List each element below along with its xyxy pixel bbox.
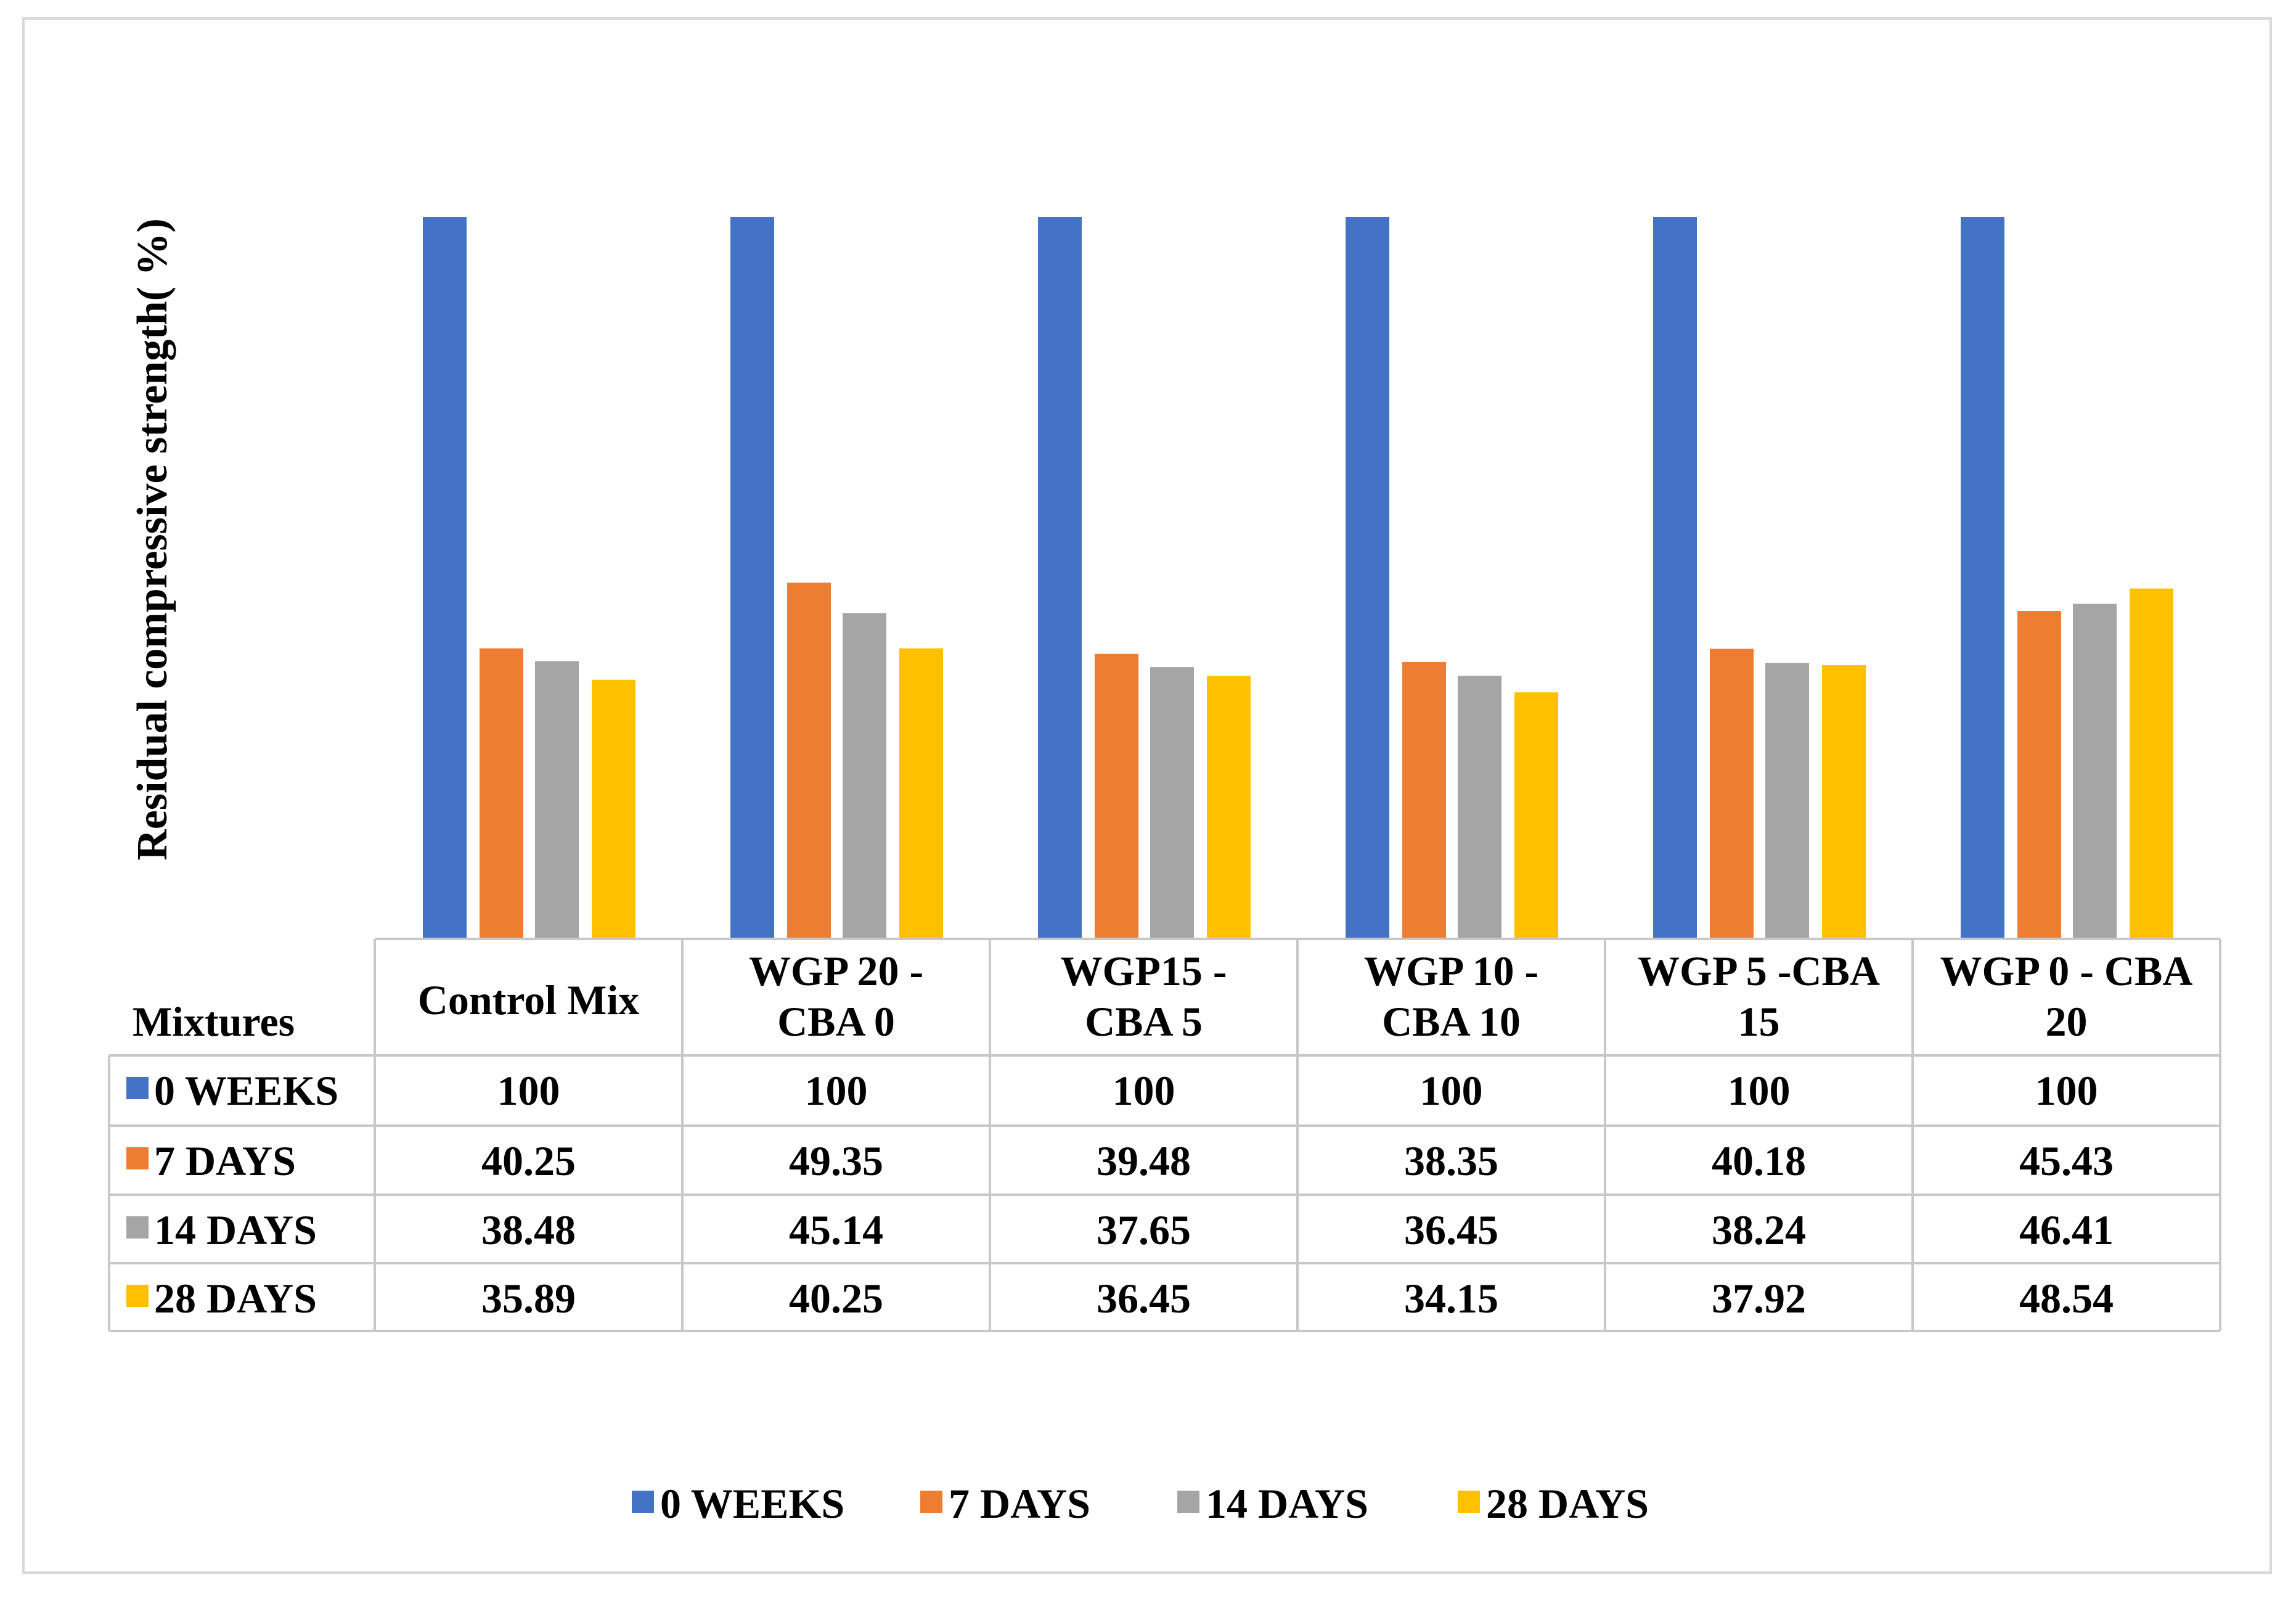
data-label: 34.15 <box>1404 1275 1498 1322</box>
bar-14-days-3 <box>1150 667 1194 939</box>
row-label: 28 DAYS <box>154 1275 317 1322</box>
category-label: 15 <box>1738 998 1780 1045</box>
category-label: CBA 5 <box>1085 998 1203 1045</box>
data-label: 45.43 <box>2019 1137 2114 1184</box>
data-label: 100 <box>1728 1067 1791 1114</box>
category-label: CBA 0 <box>777 998 895 1045</box>
data-label: 35.89 <box>481 1275 576 1322</box>
data-label: 45.14 <box>789 1206 883 1253</box>
x-axis-label: Mixtures <box>133 998 295 1045</box>
data-label: 100 <box>805 1067 868 1114</box>
bar-28-days-4 <box>1514 692 1558 939</box>
legend-label: 14 DAYS <box>1206 1480 1368 1527</box>
bar-0-weeks-1 <box>423 217 467 939</box>
category-label: CBA 10 <box>1382 998 1521 1045</box>
bar-0-weeks-2 <box>730 217 774 939</box>
category-label: WGP 20 - <box>749 948 923 994</box>
bar-28-days-3 <box>1207 676 1251 939</box>
data-label: 37.65 <box>1097 1206 1191 1253</box>
legend-label: 28 DAYS <box>1486 1480 1649 1527</box>
legend-swatch-3 <box>1177 1491 1199 1513</box>
data-label: 38.24 <box>1712 1206 1806 1253</box>
data-label: 40.25 <box>481 1137 576 1184</box>
legend: 0 WEEKS 7 DAYS 14 DAYS 28 DAYS <box>632 1480 1649 1527</box>
bar-14-days-5 <box>1765 663 1809 939</box>
category-label: Control Mix <box>418 977 640 1023</box>
row-swatch-4 <box>126 1285 149 1307</box>
chart-frame <box>22 17 2272 1574</box>
row-label: 7 DAYS <box>154 1137 296 1184</box>
data-label: 100 <box>1420 1067 1483 1114</box>
bars-layer <box>423 217 2173 939</box>
data-label: 39.48 <box>1097 1137 1191 1184</box>
bar-7-days-6 <box>2017 611 2061 939</box>
bar-7-days-1 <box>480 648 523 939</box>
data-label: 48.54 <box>2019 1275 2114 1322</box>
data-label: 100 <box>2035 1067 2098 1114</box>
bar-0-weeks-5 <box>1653 217 1697 939</box>
data-label: 38.35 <box>1404 1137 1498 1184</box>
data-label: 40.25 <box>789 1275 883 1322</box>
data-label: 46.41 <box>2019 1206 2114 1253</box>
category-label: WGP 0 - CBA <box>1940 948 2193 994</box>
category-label: WGP15 - <box>1060 948 1227 994</box>
legend-swatch-1 <box>632 1491 654 1513</box>
bar-7-days-4 <box>1402 661 1446 939</box>
row-swatch-1 <box>126 1077 149 1099</box>
bar-0-weeks-6 <box>1961 217 2004 939</box>
bar-0-weeks-3 <box>1038 217 1082 939</box>
legend-swatch-2 <box>920 1491 942 1513</box>
category-label: WGP 5 -CBA <box>1638 948 1880 994</box>
data-label: 38.48 <box>481 1206 576 1253</box>
bar-28-days-5 <box>1822 665 1866 939</box>
bar-14-days-2 <box>843 613 886 939</box>
bar-14-days-6 <box>2073 604 2117 939</box>
bar-7-days-2 <box>787 583 831 939</box>
bar-0-weeks-4 <box>1346 217 1389 939</box>
bar-28-days-6 <box>2130 588 2173 939</box>
bar-28-days-1 <box>592 679 635 939</box>
row-label: 0 WEEKS <box>154 1067 338 1114</box>
data-label: 49.35 <box>789 1137 883 1184</box>
legend-swatch-4 <box>1458 1491 1480 1513</box>
data-label: 37.92 <box>1712 1275 1806 1322</box>
bar-7-days-5 <box>1710 649 1754 939</box>
data-label: 36.45 <box>1404 1206 1498 1253</box>
y-axis-label: Residual compressive strength( %) <box>129 218 176 861</box>
row-swatch-2 <box>126 1147 149 1169</box>
data-label: 40.18 <box>1712 1137 1806 1184</box>
row-label: 14 DAYS <box>154 1206 317 1253</box>
legend-label: 0 WEEKS <box>660 1480 844 1527</box>
row-swatch-3 <box>126 1216 149 1239</box>
data-table-grid <box>108 938 2221 1332</box>
bar-28-days-2 <box>899 648 943 939</box>
legend-label: 7 DAYS <box>949 1480 1090 1527</box>
data-label: 36.45 <box>1097 1275 1191 1322</box>
category-label: WGP 10 - <box>1364 948 1538 994</box>
data-label: 100 <box>497 1067 560 1114</box>
data-label: 100 <box>1113 1067 1175 1114</box>
bar-14-days-4 <box>1458 676 1501 939</box>
category-label: 20 <box>2046 998 2088 1045</box>
bar-14-days-1 <box>535 661 579 939</box>
bar-7-days-3 <box>1095 653 1138 939</box>
